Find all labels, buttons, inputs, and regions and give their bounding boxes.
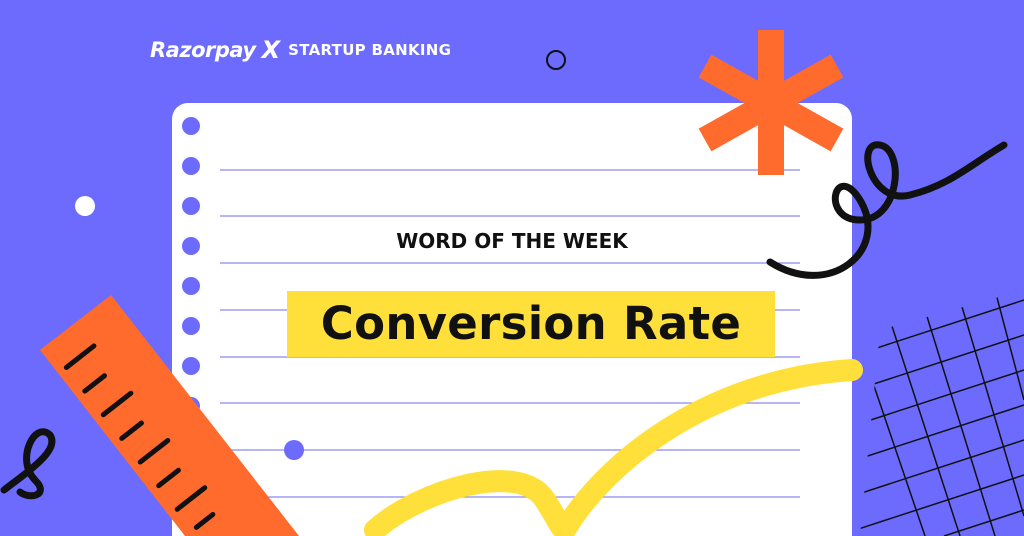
grid-pattern xyxy=(860,290,1024,536)
term-highlight xyxy=(287,291,775,357)
term-title: Conversion Rate xyxy=(320,297,742,350)
logo-brand: Razorpay xyxy=(150,38,256,62)
white-dot xyxy=(75,196,95,216)
yellow-curve xyxy=(364,359,863,536)
logo-x-mark: X xyxy=(261,36,281,64)
word-of-the-week-heading: WORD OF THE WEEK xyxy=(396,229,628,253)
black-squiggle-left xyxy=(0,428,56,500)
orange-asterisk xyxy=(698,30,844,175)
binder-holes xyxy=(182,117,304,460)
ring-outline xyxy=(546,50,566,70)
logo-tagline: STARTUP BANKING xyxy=(288,41,452,59)
razorpayx-logo: Razorpay X STARTUP BANKING xyxy=(150,36,451,64)
black-squiggle-right xyxy=(766,141,1008,279)
ruler xyxy=(40,295,299,536)
